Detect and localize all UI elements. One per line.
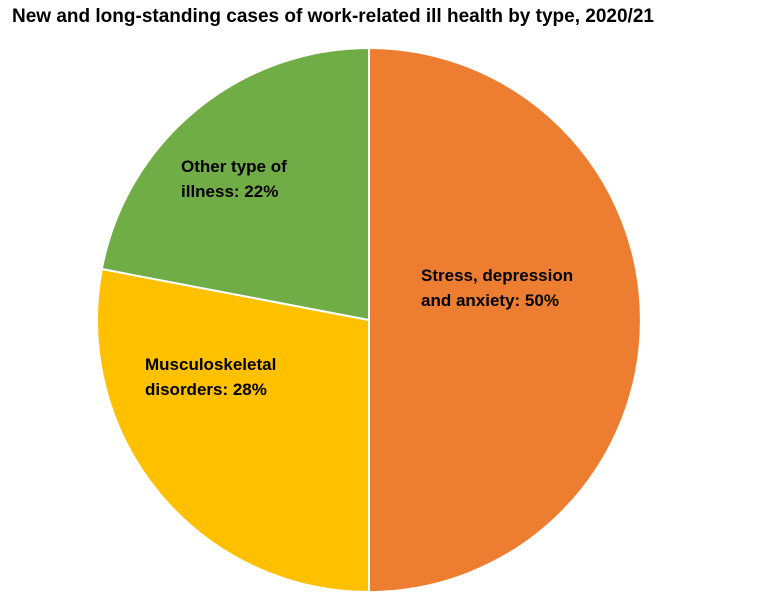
slice-label-line: and anxiety: 50% <box>421 291 559 310</box>
pie-slice-musculoskeletal <box>96 268 370 593</box>
slice-label-line: Other type of <box>181 157 287 176</box>
slice-label-line: Stress, depression <box>421 266 574 285</box>
slice-label-other: Other type of illness: 22% <box>181 154 287 204</box>
slice-label-line: disorders: 28% <box>145 380 267 399</box>
chart-title: New and long-standing cases of work-rela… <box>12 6 654 27</box>
pie-slice-stress <box>368 47 642 593</box>
pie-slice-other <box>100 47 370 321</box>
slice-label-musculoskeletal: Musculoskeletal disorders: 28% <box>145 352 276 402</box>
slice-label-line: illness: 22% <box>181 182 279 201</box>
slice-label-stress: Stress, depression and anxiety: 50% <box>421 263 573 313</box>
slice-label-line: Musculoskeletal <box>145 355 277 374</box>
